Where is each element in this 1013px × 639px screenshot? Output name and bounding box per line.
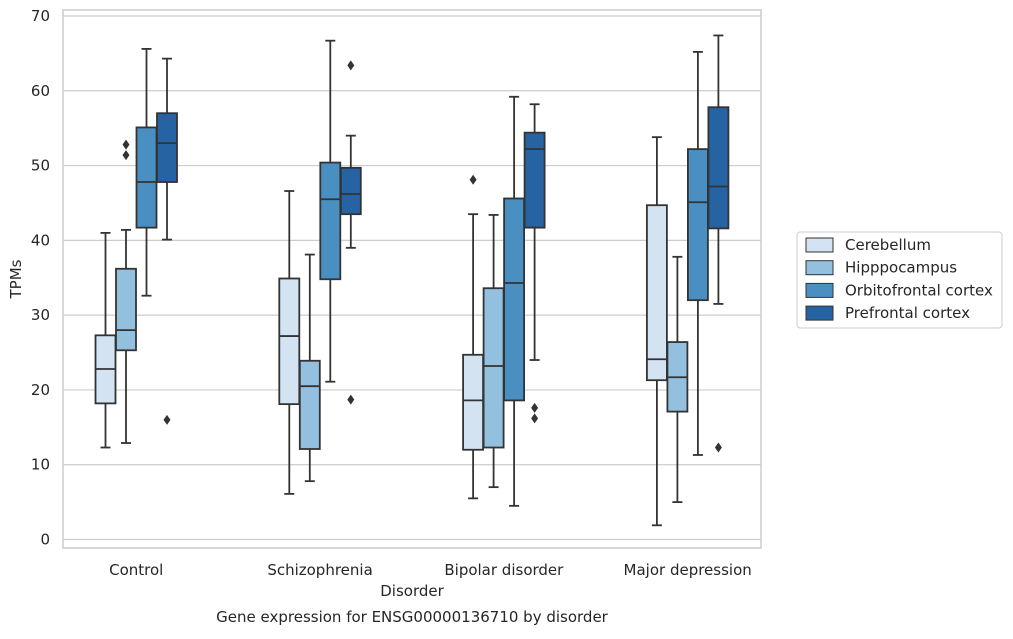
legend-label: Orbitofrontal cortex	[845, 281, 993, 299]
outlier-point	[531, 413, 539, 424]
box-body	[339, 166, 362, 216]
legend-item: Hipppocampus	[805, 259, 957, 277]
legend-item: Orbitofrontal cortex	[805, 281, 993, 299]
box-3-2	[523, 103, 546, 424]
y-tick-labels: 0 10 20 30 40 50 60 70	[31, 7, 50, 549]
box-0-3	[646, 136, 668, 527]
x-axis-label: Disorder	[380, 582, 444, 600]
box-3-1	[339, 60, 362, 405]
box-body	[115, 267, 137, 352]
box-1-0	[115, 139, 137, 444]
box-2-2	[503, 95, 526, 507]
box-body	[646, 204, 668, 382]
legend-items: Cerebellum Hipppocampus Orbitofrontal cort…	[805, 236, 993, 322]
legend-swatch	[805, 305, 834, 321]
outlier-point	[347, 60, 355, 71]
boxes-layer	[94, 34, 730, 527]
outlier-point	[469, 174, 477, 185]
chart-caption: Gene expression for ENSG00000136710 by d…	[216, 608, 609, 626]
box-body	[278, 277, 301, 406]
x-tick-label: Bipolar disorder	[444, 561, 564, 579]
box-0-1	[278, 190, 301, 495]
outlier-point	[714, 442, 722, 453]
legend-swatch	[805, 237, 834, 253]
legend-item: Cerebellum	[805, 236, 931, 254]
box-body	[707, 106, 730, 230]
outlier-point	[163, 414, 171, 425]
x-tick-label: Schizophrenia	[267, 561, 372, 579]
box-2-3	[687, 50, 709, 456]
legend-label: Hipppocampus	[845, 259, 957, 277]
box-0-2	[462, 174, 485, 500]
y-tick-label: 30	[31, 306, 50, 324]
box-3-3	[707, 34, 730, 453]
outlier-point	[347, 394, 355, 405]
y-tick-label: 60	[31, 82, 50, 100]
y-tick-label: 70	[31, 7, 50, 25]
box-body	[319, 161, 342, 281]
y-tick-label: 40	[31, 231, 50, 249]
x-tick-labels: Control Schizophrenia Bipolar disorder Majo…	[109, 561, 752, 579]
legend-item: Prefrontal cortex	[805, 304, 970, 322]
y-tick-label: 20	[31, 381, 50, 399]
legend: Cerebellum Hipppocampus Orbitofrontal cort…	[796, 231, 1003, 329]
box-body	[298, 359, 321, 450]
y-axis-label: TPMs	[7, 259, 25, 299]
box-1-3	[666, 255, 689, 504]
plot-frame	[62, 9, 762, 549]
box-body	[503, 197, 526, 402]
box-body	[523, 131, 546, 229]
box-body	[462, 353, 485, 451]
legend-swatch	[805, 260, 834, 276]
box-1-2	[482, 214, 505, 489]
box-body	[482, 287, 505, 449]
outlier-point	[122, 139, 130, 150]
legend-frame	[796, 231, 1003, 329]
outlier-point	[531, 402, 539, 413]
legend-label: Cerebellum	[845, 236, 931, 254]
x-tick-label: Control	[109, 561, 163, 579]
legend-label: Prefrontal cortex	[845, 304, 970, 322]
box-body	[156, 112, 178, 183]
box-0-0	[94, 231, 117, 449]
y-tick-label: 50	[31, 157, 50, 175]
outlier-point	[122, 150, 130, 161]
grid-layer	[63, 15, 761, 541]
box-body	[687, 148, 709, 302]
legend-swatch	[805, 282, 834, 298]
x-tick-label: Major depression	[624, 561, 752, 579]
box-body	[135, 126, 158, 229]
box-3-0	[156, 57, 178, 425]
y-tick-label: 10	[31, 456, 50, 474]
box-1-1	[298, 253, 321, 483]
y-tick-label: 0	[40, 531, 50, 549]
box-2-1	[319, 39, 342, 383]
